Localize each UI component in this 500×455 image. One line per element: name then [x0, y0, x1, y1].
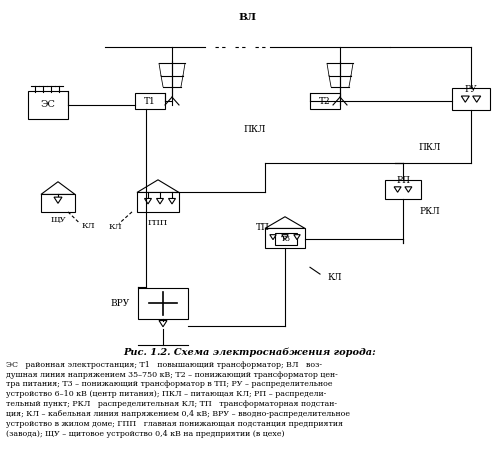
Polygon shape	[159, 321, 167, 327]
Text: ГПП: ГПП	[148, 218, 168, 227]
Text: ЭС   районная электростанция; Т1   повышающий трансформатор; ВЛ   воз-
душная ли: ЭС районная электростанция; Т1 повышающи…	[6, 361, 350, 438]
Bar	[137, 192, 179, 212]
Bar	[265, 228, 305, 248]
Polygon shape	[394, 187, 401, 192]
Text: КЛ: КЛ	[328, 273, 342, 282]
Polygon shape	[54, 197, 62, 203]
Polygon shape	[462, 96, 469, 102]
Polygon shape	[168, 198, 175, 204]
Bar	[310, 93, 340, 109]
Text: ПКЛ: ПКЛ	[419, 143, 441, 152]
Bar	[138, 288, 188, 319]
Text: Рис. 1.2. Схема электроснабжения города:: Рис. 1.2. Схема электроснабжения города:	[124, 348, 376, 358]
Polygon shape	[405, 187, 412, 192]
Text: КЛ: КЛ	[108, 223, 122, 232]
Polygon shape	[144, 198, 152, 204]
Text: Т2: Т2	[319, 96, 331, 106]
Bar	[135, 93, 165, 109]
Text: Т3: Т3	[281, 235, 291, 243]
Text: РП: РП	[396, 176, 410, 185]
Text: ЩУ: ЩУ	[50, 216, 66, 224]
Text: Т1: Т1	[144, 96, 156, 106]
Bar	[385, 180, 421, 199]
Text: ЭС: ЭС	[40, 101, 56, 110]
Bar	[28, 91, 68, 119]
Text: ПКЛ: ПКЛ	[244, 125, 266, 134]
Text: РКЛ: РКЛ	[420, 207, 440, 217]
Polygon shape	[156, 198, 164, 204]
Polygon shape	[265, 217, 305, 228]
Text: КЛ: КЛ	[81, 222, 95, 231]
Text: РУ: РУ	[464, 85, 477, 94]
Text: ВЛ: ВЛ	[239, 13, 257, 22]
Bar	[275, 233, 297, 245]
Polygon shape	[270, 235, 276, 240]
Text: ВРУ: ВРУ	[110, 299, 130, 308]
Text: ТП: ТП	[256, 223, 270, 232]
Bar	[452, 88, 490, 110]
Polygon shape	[41, 182, 75, 194]
Polygon shape	[472, 96, 480, 102]
Polygon shape	[137, 180, 179, 192]
Polygon shape	[282, 235, 288, 240]
Polygon shape	[294, 235, 300, 240]
Bar	[41, 194, 75, 212]
